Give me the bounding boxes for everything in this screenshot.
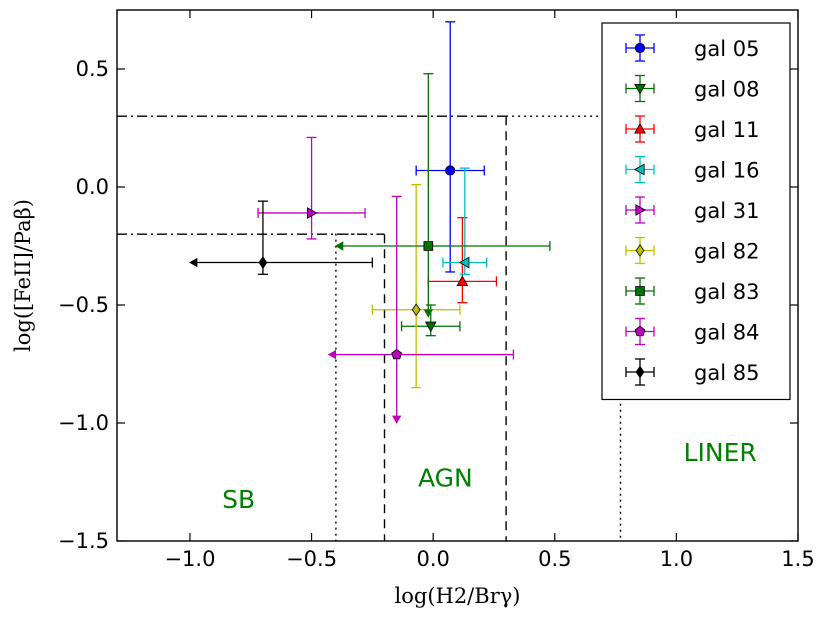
x-axis-title: log(H2/Brγ)	[395, 584, 521, 608]
data-point-marker	[445, 165, 456, 176]
legend-marker	[635, 244, 645, 257]
x-tick-label: 0.5	[538, 547, 571, 571]
series-gal-83	[335, 73, 551, 318]
legend-entry: gal 08	[625, 74, 759, 103]
series-gal-84	[327, 195, 515, 424]
legend-label: gal 08	[694, 78, 759, 102]
legend-entry: gal 16	[625, 155, 759, 184]
x-tick-label: −1.0	[164, 547, 215, 571]
legend-marker	[633, 163, 645, 176]
boundary-line-dotted	[335, 233, 385, 541]
legend-label: gal 31	[694, 199, 759, 223]
plot-frame	[116, 9, 799, 542]
legend-label: gal 85	[694, 361, 759, 385]
legend-label: gal 16	[694, 159, 759, 183]
legend-entry: gal 85	[625, 358, 759, 386]
legend-entry: gal 05	[625, 34, 759, 62]
data-point-marker	[458, 256, 470, 269]
y-tick-label: 0.5	[76, 57, 109, 81]
data-point-marker	[411, 303, 421, 317]
legend-marker	[635, 365, 645, 379]
x-tick-label: 1.0	[660, 547, 693, 571]
x-limit-arrow	[327, 349, 336, 360]
x-limit-arrow	[335, 241, 344, 251]
series-gal-08	[400, 304, 461, 337]
x-limit-arrow	[189, 257, 198, 268]
series-gal-82	[371, 183, 461, 389]
y-axis-title: log([FeII]/Paβ)	[11, 199, 35, 352]
data-point-marker	[258, 256, 268, 269]
legend-label: gal 82	[694, 240, 759, 264]
data-point-marker	[423, 241, 434, 251]
y-tick-label: 0.0	[76, 175, 109, 199]
data-point-marker	[307, 207, 318, 219]
region-label-sb: SB	[222, 485, 255, 514]
data-point-marker	[424, 321, 437, 333]
x-tick-label: 0.0	[416, 547, 449, 571]
data-series	[189, 21, 551, 424]
x-tick-label: 1.5	[781, 547, 814, 571]
region-label-liner: LINER	[684, 438, 757, 467]
legend: gal 05 gal 08 gal 11 gal 16 gal 31 gal 82 gal …	[601, 22, 791, 401]
legend-label: gal 84	[694, 321, 759, 345]
y-tick-label: −0.5	[58, 293, 109, 317]
legend-marker	[635, 286, 645, 296]
legend-marker	[634, 122, 646, 134]
data-point-marker	[391, 348, 403, 360]
data-point-marker	[456, 275, 469, 286]
legend-entry: gal 83	[625, 277, 759, 305]
legend-entry: gal 84	[625, 317, 759, 346]
y-limit-arrow	[392, 415, 402, 424]
series-gal-85	[189, 200, 374, 275]
y-tick-label: −1.0	[58, 411, 109, 435]
series-gal-31	[257, 136, 366, 240]
y-limit-arrow	[423, 309, 434, 318]
legend-label: gal 11	[694, 118, 759, 142]
axis-ticks: −1.0 −0.5 0.0 0.5 1.0 1.5 −1.5 −1.0 −0.5 0.0 0.5	[58, 10, 815, 571]
region-label-agn: AGN	[418, 464, 473, 493]
series-gal-05	[415, 21, 485, 273]
legend-entry: gal 11	[625, 115, 759, 143]
region-labels: SB AGN LINER	[222, 438, 757, 514]
legend-entry: gal 31	[625, 196, 759, 224]
legend-entry: gal 82	[625, 236, 759, 265]
series-gal-16	[442, 167, 488, 275]
legend-label: gal 83	[694, 280, 759, 304]
x-tick-label: −0.5	[286, 547, 337, 571]
legend-marker	[634, 325, 646, 337]
legend-label: gal 05	[694, 37, 759, 61]
series-gal-11	[427, 217, 498, 304]
legend-box	[601, 22, 791, 401]
y-tick-label: −1.5	[58, 529, 109, 553]
legend-marker	[635, 204, 647, 216]
legend-marker	[634, 83, 646, 95]
legend-marker	[634, 42, 646, 54]
